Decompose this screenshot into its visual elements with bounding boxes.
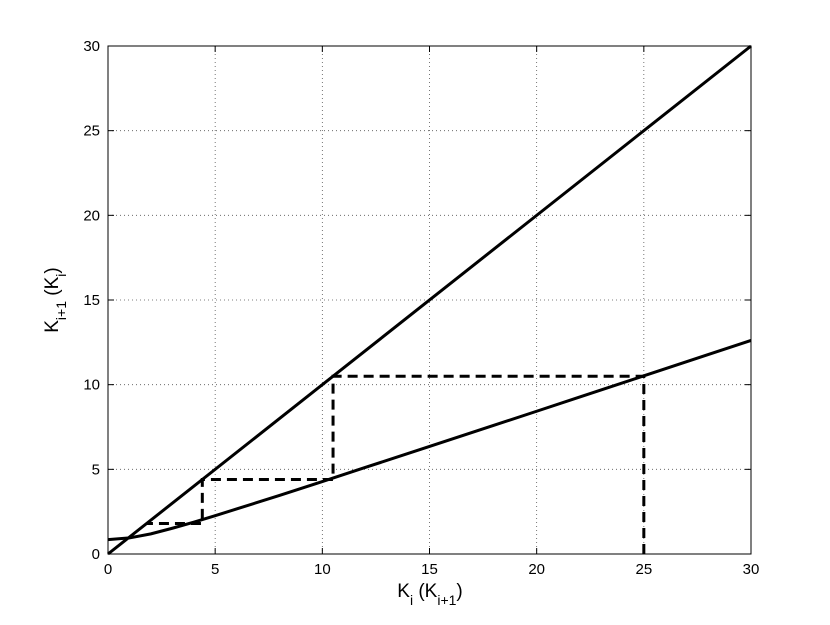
x-tick-label: 5 (211, 561, 219, 578)
subscript: i+1 (53, 301, 69, 320)
x-tick-label: 15 (421, 561, 438, 578)
label-text: ) (42, 267, 63, 273)
label-text: K (397, 581, 410, 602)
x-axis-label: Ki (Ki+1) (397, 581, 463, 608)
x-tick-label: 25 (635, 561, 652, 578)
y-tick-label: 0 (92, 546, 100, 563)
label-text: (K (413, 581, 438, 602)
y-tick-label: 10 (83, 377, 100, 394)
subscript: i+1 (437, 592, 456, 608)
x-tick-label: 0 (104, 561, 112, 578)
axes-box (107, 45, 752, 555)
label-text: K (42, 320, 63, 333)
x-tick-label: 30 (743, 561, 760, 578)
y-tick-label: 30 (83, 38, 100, 55)
y-tick-label: 15 (83, 292, 100, 309)
curve (107, 44, 752, 556)
subscript: i (53, 274, 69, 277)
y-tick-label: 5 (92, 461, 100, 478)
curve (107, 339, 752, 542)
cobweb-line (146, 374, 646, 554)
x-tick-label: 10 (314, 561, 331, 578)
label-text: (K (42, 276, 63, 301)
y-tick-label: 20 (83, 207, 100, 224)
subscript: i (410, 592, 413, 608)
y-tick-label: 25 (83, 123, 100, 140)
y-axis-label: Ki+1 (Ki) (42, 267, 69, 333)
x-tick-label: 20 (528, 561, 545, 578)
label-text: ) (456, 581, 462, 602)
